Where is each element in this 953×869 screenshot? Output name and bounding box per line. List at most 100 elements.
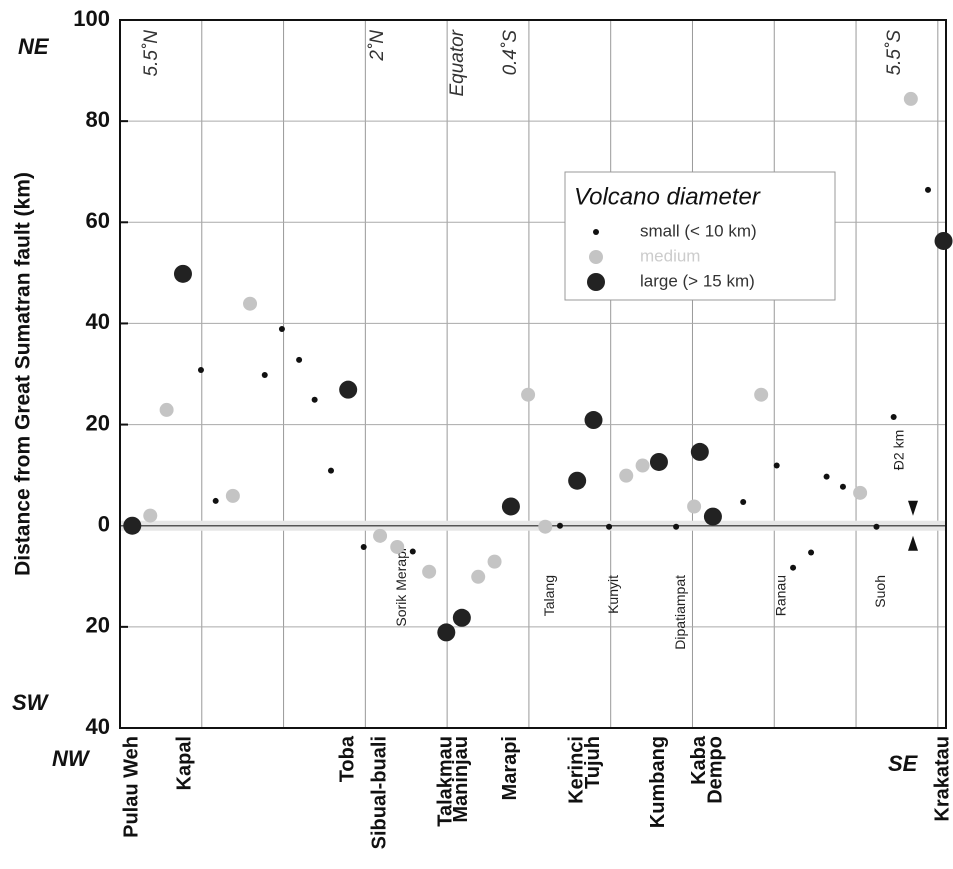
volcano-label: Talakmau xyxy=(435,736,457,827)
legend-box xyxy=(564,171,836,301)
volcano-point xyxy=(823,473,830,480)
corner-label: NE xyxy=(18,34,50,59)
volcano-point xyxy=(925,186,932,193)
volcano-point xyxy=(619,468,634,483)
legend-title: Volcano diameter xyxy=(574,183,761,210)
volcano-point xyxy=(606,523,613,530)
volcano-point xyxy=(521,387,536,402)
volcano-point xyxy=(568,471,587,490)
corner-label: SW xyxy=(12,690,50,715)
volcano-point xyxy=(159,402,174,417)
volcano-label: Toba xyxy=(336,735,358,782)
volcano-point xyxy=(808,549,815,556)
y-tick-label: 0 xyxy=(98,512,110,537)
annotation: Ð2 km xyxy=(891,430,907,470)
volcano-point xyxy=(853,485,868,500)
y-tick-label: 40 xyxy=(86,309,110,334)
y-tick-label: 40 xyxy=(86,714,110,739)
volcano-point xyxy=(296,356,303,363)
volcano-point xyxy=(452,608,471,627)
volcano-point xyxy=(173,264,192,283)
volcano-point xyxy=(327,467,334,474)
legend: Volcano diameter small (< 10 km) medium lar… xyxy=(564,171,836,301)
corner-label: SE xyxy=(888,751,919,776)
volcano-label: Marapi xyxy=(499,736,521,800)
legend-label: small (< 10 km) xyxy=(640,221,757,240)
volcano-point xyxy=(754,387,769,402)
volcano-point xyxy=(703,507,722,526)
legend-label: large (> 15 km) xyxy=(640,271,755,290)
latitude-label: Equator xyxy=(447,29,468,96)
volcano-point xyxy=(584,411,603,430)
volcano-label: Dipatiampat xyxy=(672,575,688,650)
volcano-point xyxy=(225,488,240,503)
corner-label: NW xyxy=(52,746,91,771)
volcano-point xyxy=(790,564,797,571)
legend-marker xyxy=(589,250,603,264)
legend-marker xyxy=(587,273,605,291)
y-tick-label: 80 xyxy=(86,107,110,132)
volcano-point xyxy=(673,523,680,530)
volcano-label: Sorik Merapi xyxy=(393,548,409,627)
volcano-label: Pulau Weh xyxy=(121,736,143,838)
volcano-label: Kunyit xyxy=(605,575,621,614)
volcano-point xyxy=(390,539,405,554)
volcano-point xyxy=(261,372,268,379)
volcano-label: Kapal xyxy=(174,736,196,790)
volcano-point xyxy=(740,498,747,505)
volcano-point xyxy=(873,523,880,530)
volcano-point xyxy=(649,452,668,471)
volcano-point xyxy=(538,519,553,534)
volcano-point xyxy=(123,516,142,535)
volcano-point xyxy=(422,564,437,579)
volcano-point xyxy=(437,623,456,642)
volcano-label: Talang xyxy=(541,575,557,616)
volcano-point xyxy=(339,380,358,399)
volcano-point xyxy=(556,522,563,529)
volcano-point xyxy=(409,548,416,555)
volcano-point xyxy=(501,497,520,516)
legend-label: medium xyxy=(640,246,700,265)
volcano-point xyxy=(278,325,285,332)
y-tick-label: 20 xyxy=(86,410,110,435)
y-tick-label: 60 xyxy=(86,208,110,233)
volcano-label: Sibual-buali xyxy=(368,736,390,849)
volcano-point xyxy=(197,366,204,373)
volcano-label: Kerinci xyxy=(565,736,587,804)
volcano-point xyxy=(687,499,702,514)
volcano-point xyxy=(243,296,258,311)
volcano-point xyxy=(360,543,367,550)
volcano-point xyxy=(311,396,318,403)
volcano-point xyxy=(471,569,486,584)
volcano-label: Maninjau xyxy=(450,736,472,823)
volcano-point xyxy=(839,483,846,490)
volcano-point xyxy=(487,554,502,569)
volcano-label: Kumbang xyxy=(647,736,669,828)
latitude-label: 5.5˚S xyxy=(884,30,905,76)
plot-frame xyxy=(119,19,947,729)
volcano-label: Suoh xyxy=(872,575,888,608)
latitude-label: 0.4˚S xyxy=(500,30,521,76)
latitude-label: 2˚N xyxy=(367,30,388,62)
arrow xyxy=(908,535,918,551)
y-tick-label: 100 xyxy=(73,6,110,31)
volcano-point xyxy=(903,91,918,106)
volcano-label: Tujuh xyxy=(582,736,604,789)
arrow xyxy=(908,500,918,516)
y-tick-label: 20 xyxy=(86,613,110,638)
volcano-point xyxy=(143,508,158,523)
legend-marker xyxy=(593,229,599,235)
volcano-point xyxy=(890,413,897,420)
volcano-point xyxy=(690,442,709,461)
volcano-point xyxy=(635,458,650,473)
latitude-label: 5.5˚N xyxy=(141,30,162,77)
volcano-point xyxy=(773,462,780,469)
volcano-point xyxy=(212,497,219,504)
volcano-point xyxy=(373,528,388,543)
volcano-label: Kaba xyxy=(688,735,710,785)
volcano-point xyxy=(934,231,953,250)
volcano-label: Krakatau xyxy=(931,736,953,822)
volcano-label: Ranau xyxy=(772,575,788,616)
volcano-label: Dempo xyxy=(704,736,726,804)
